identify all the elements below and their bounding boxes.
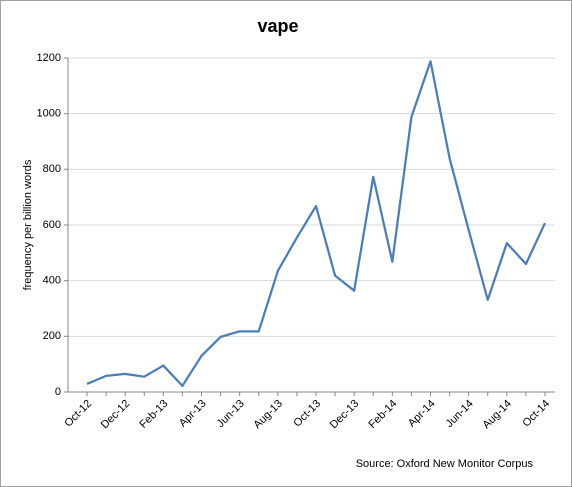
chart-title: vape (257, 16, 298, 36)
line-series (86, 60, 547, 388)
y-tick-label: 600 (43, 219, 61, 231)
y-axis-label: frequency per billion words (22, 159, 34, 290)
source-note: Source: Oxford New Monitor Corpus (356, 458, 534, 470)
y-tick-label: 0 (55, 386, 61, 398)
y-tick-label: 400 (43, 275, 61, 287)
y-tick-label: 200 (43, 330, 61, 342)
y-tick-label: 1000 (37, 108, 61, 120)
y-tick-label: 800 (43, 163, 61, 175)
y-tick-label: 1200 (37, 52, 61, 64)
